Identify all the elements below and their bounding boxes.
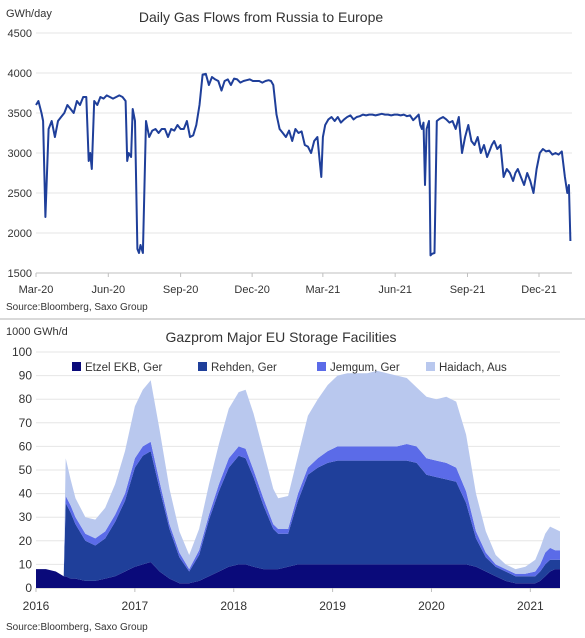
chart2-area-1 bbox=[36, 562, 560, 588]
chart2-legend-label: Haidach, Aus bbox=[439, 362, 507, 374]
chart1-x-tick-label: Sep-21 bbox=[450, 284, 485, 296]
chart1-y-tick-label: 2500 bbox=[8, 188, 32, 200]
chart2-x-tick-label: 2021 bbox=[517, 599, 544, 613]
chart2-stacked-areas bbox=[36, 370, 560, 588]
chart1-x-tick-label: Mar-20 bbox=[19, 284, 54, 296]
chart1-y-tick-label: 4000 bbox=[8, 68, 32, 80]
chart2-legend-swatch bbox=[317, 362, 326, 371]
chart1-x-tick-label: Dec-20 bbox=[234, 284, 269, 296]
chart2-y-tick-label: 90 bbox=[19, 369, 33, 383]
chart2-legend-label: Jemgum, Ger bbox=[330, 362, 400, 374]
chart1-source: Source:Bloomberg, Saxo Group bbox=[6, 302, 148, 313]
chart-divider bbox=[0, 318, 585, 320]
chart1-x-tick-label: Dec-21 bbox=[521, 284, 556, 296]
chart2-legend-swatch bbox=[72, 362, 81, 371]
chart2-legend-label: Rehden, Ger bbox=[211, 362, 277, 374]
chart2-title: Gazprom Major EU Storage Facilities bbox=[165, 329, 396, 345]
chart2-area-4 bbox=[36, 370, 560, 577]
chart2-area-2 bbox=[36, 451, 560, 584]
chart2-x-tick-label: 2019 bbox=[319, 599, 346, 613]
chart2-x-tick-label: 2018 bbox=[220, 599, 247, 613]
chart2-legend-swatch bbox=[426, 362, 435, 371]
chart1-unit-label: GWh/day bbox=[6, 8, 52, 20]
storage-chart: 1000 GWh/d Gazprom Major EU Storage Faci… bbox=[6, 326, 560, 633]
chart2-y-axis: 0 10 20 30 40 50 60 70 80 90 100 bbox=[12, 345, 32, 595]
gas-flows-chart: GWh/day Daily Gas Flows from Russia to E… bbox=[6, 8, 572, 313]
chart2-source: Source:Bloomberg, Saxo Group bbox=[6, 622, 148, 633]
chart2-y-tick-label: 40 bbox=[19, 487, 33, 501]
chart2-x-tick-label: 2017 bbox=[122, 599, 149, 613]
chart1-y-tick-label: 2000 bbox=[8, 228, 32, 240]
chart1-y-tick-label: 1500 bbox=[8, 268, 32, 280]
chart1-x-tick-label: Jun-20 bbox=[91, 284, 125, 296]
chart1-y-tick-label: 4500 bbox=[8, 28, 32, 40]
chart1-y-tick-label: 3500 bbox=[8, 108, 32, 120]
chart2-y-tick-label: 50 bbox=[19, 463, 33, 477]
chart2-legend-swatch bbox=[198, 362, 207, 371]
chart2-y-tick-label: 80 bbox=[19, 392, 33, 406]
chart1-y-tick-label: 3000 bbox=[8, 148, 32, 160]
chart2-legend-label: Etzel EKB, Ger bbox=[85, 362, 163, 374]
chart1-series-line bbox=[35, 72, 572, 257]
chart1-x-tick-label: Sep-20 bbox=[163, 284, 198, 296]
chart2-x-axis: 2016 2017 2018 2019 2020 2021 bbox=[23, 588, 544, 613]
chart2-x-tick-label: 2016 bbox=[23, 599, 50, 613]
chart1-gridlines bbox=[36, 32, 572, 274]
chart2-x-tick-label: 2020 bbox=[418, 599, 445, 613]
chart1-x-tick-label: Jun-21 bbox=[378, 284, 412, 296]
chart1-y-axis: 1500 2000 2500 3000 3500 4000 4500 bbox=[8, 28, 32, 280]
chart2-legend: Etzel EKB, Ger Rehden, Ger Jemgum, Ger Haid… bbox=[72, 362, 507, 374]
chart2-y-tick-label: 100 bbox=[12, 345, 32, 359]
chart2-y-tick-label: 0 bbox=[25, 581, 32, 595]
chart1-x-tick-label: Mar-21 bbox=[305, 284, 340, 296]
chart1-x-axis: Mar-20 Jun-20 Sep-20 Dec-20 Mar-21 Jun-21 Sep-… bbox=[19, 273, 557, 296]
chart2-unit-label: 1000 GWh/d bbox=[6, 326, 68, 338]
chart2-y-tick-label: 20 bbox=[19, 534, 33, 548]
chart2-y-tick-label: 60 bbox=[19, 439, 33, 453]
chart2-y-tick-label: 10 bbox=[19, 557, 33, 571]
chart2-y-tick-label: 70 bbox=[19, 416, 33, 430]
chart2-y-tick-label: 30 bbox=[19, 510, 33, 524]
chart1-title: Daily Gas Flows from Russia to Europe bbox=[139, 9, 384, 25]
